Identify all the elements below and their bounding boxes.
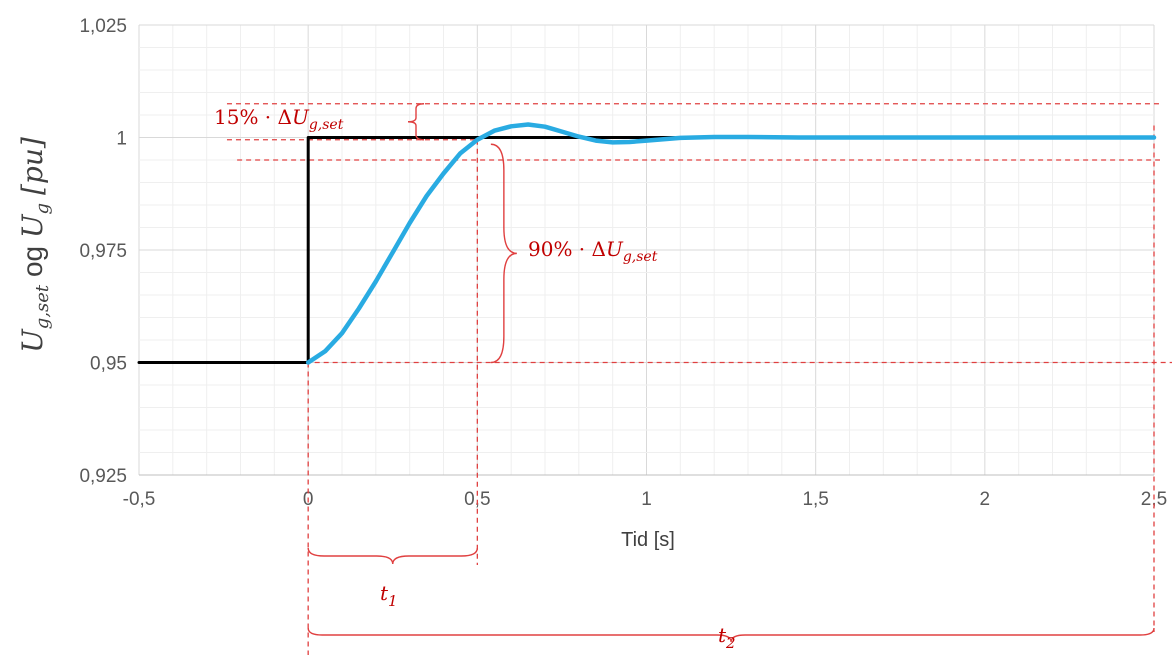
rise-brace	[490, 143, 517, 364]
overshoot-brace	[407, 103, 425, 141]
y-axis-title: Ug,set og Ug [pu]	[16, 137, 53, 353]
x-tick-label: -0,5	[123, 489, 156, 510]
y-tick-labels: 0,925 0,95 0,975 1 1,025	[79, 16, 127, 487]
annotation-guides	[206, 103, 1172, 655]
y-title-g-sub: g	[32, 203, 53, 215]
x-axis-title: Tid [s]	[621, 529, 675, 551]
overshoot-label: 15% · ΔUg,set	[214, 105, 344, 133]
y-title-unit: [pu]	[16, 137, 49, 195]
x-tick-label: 0,5	[464, 489, 490, 510]
svg-text:Ug,set og Ug[pu]: Ug,set og Ug [pu]	[16, 137, 53, 353]
t1-brace	[307, 547, 479, 565]
y-title-set-main: U	[16, 328, 49, 353]
y-title-g-main: U	[16, 213, 49, 238]
y-tick-label: 1,025	[79, 16, 127, 37]
y-tick-label: 0,95	[90, 354, 127, 375]
y-title-set-sub: g,set	[32, 284, 53, 329]
y-title-mid: og	[17, 238, 48, 285]
t1-label: t1	[380, 581, 398, 610]
x-tick-label: 1	[641, 489, 652, 510]
x-tick-labels: -0,5 0 0,5 1 1,5 2 2,5	[123, 489, 1168, 510]
rise-label: 90% · ΔUg,set	[528, 237, 658, 265]
y-tick-label: 0,925	[79, 466, 127, 487]
y-tick-label: 0,975	[79, 241, 127, 262]
t2-brace	[307, 627, 1155, 643]
t2-label: t2	[718, 623, 736, 652]
series-lines	[137, 122, 1157, 365]
y-tick-label: 1	[116, 129, 127, 150]
x-tick-label: 2	[980, 489, 991, 510]
response-line	[305, 122, 1157, 365]
x-tick-label: 1,5	[802, 489, 828, 510]
